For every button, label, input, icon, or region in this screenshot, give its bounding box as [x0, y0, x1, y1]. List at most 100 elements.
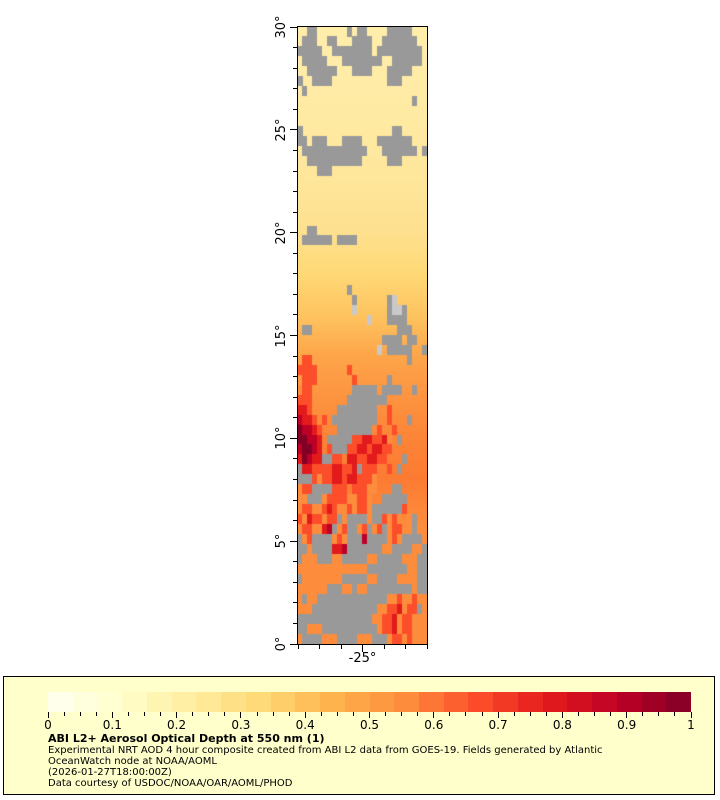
colorbar-tick	[369, 712, 370, 718]
colorbar-tick-label: 0.9	[617, 718, 637, 732]
y-axis-tick	[290, 643, 297, 645]
colorbar-tick	[626, 712, 628, 718]
colorbar-tick	[176, 712, 178, 718]
colorbar-segment	[221, 692, 246, 712]
colorbar-segment	[245, 692, 271, 712]
colorbar-segment	[344, 692, 370, 712]
colorbar-tick-labels: 0 0.1 0.2 0.3 0.4 0.5 0.6 0.7 0.8 0.9 1	[44, 718, 695, 732]
map-frame	[297, 26, 428, 645]
colorbar-segment	[171, 692, 197, 712]
colorbar-tick	[240, 712, 242, 718]
colorbar-tick	[674, 712, 676, 716]
colorbar-tick	[304, 712, 306, 718]
x-axis-tick	[426, 645, 428, 649]
x-axis-tick	[383, 645, 385, 649]
x-axis-tick	[405, 645, 406, 649]
legend-credit: Data courtesy of USDOC/NOAA/OAR/AOML/PHO…	[48, 778, 293, 789]
colorbar-segment	[517, 692, 543, 712]
colorbar-tick	[642, 712, 644, 716]
y-axis-tick-label: 15°	[274, 323, 289, 348]
colorbar-ticks	[47, 712, 692, 720]
colorbar-tick	[465, 712, 467, 716]
colorbar-segment	[592, 692, 617, 712]
colorbar-segment	[122, 692, 147, 712]
colorbar-tick	[513, 712, 515, 716]
y-axis-tick-label: 10°	[274, 426, 289, 450]
colorbar-tick	[111, 712, 113, 718]
y-axis-tick-label: 5°	[274, 533, 289, 549]
colorbar-segment	[369, 692, 395, 712]
x-axis-tick	[297, 645, 299, 649]
colorbar-tick	[272, 712, 274, 716]
colorbar-segment	[542, 692, 568, 712]
x-axis-tick	[319, 645, 320, 649]
legend-title: ABI L2+ Aerosol Optical Depth at 550 nm …	[48, 732, 325, 745]
colorbar-segment	[666, 692, 692, 712]
colorbar-segment	[320, 692, 345, 712]
colorbar-segment	[567, 692, 593, 712]
colorbar-tick-label: 0.6	[424, 718, 444, 732]
y-axis-tick	[290, 26, 297, 28]
colorbar-segment	[97, 692, 123, 712]
y-axis-tick-label: 0°	[274, 636, 289, 652]
colorbar-tick	[224, 712, 226, 716]
colorbar-tick	[401, 712, 403, 716]
colorbar-segment	[443, 692, 469, 712]
y-axis-tick-label: 25°	[274, 118, 289, 142]
y-axis-tick	[290, 232, 297, 234]
y-axis-tick-label: 20°	[274, 221, 289, 245]
colorbar-tick	[95, 712, 97, 716]
legend-description-line-2: OceanWatch node at NOAA/AOML	[48, 756, 217, 767]
colorbar-tick	[610, 712, 612, 716]
colorbar-tick	[288, 712, 290, 716]
x-axis-tick	[340, 645, 342, 649]
colorbar-tick	[385, 712, 387, 716]
colorbar-tick	[160, 712, 161, 716]
colorbar-tick	[256, 712, 258, 716]
colorbar-tick	[545, 712, 547, 716]
colorbar-segment	[493, 692, 518, 712]
colorbar-tick	[47, 712, 49, 718]
colorbar-tick-label: 0.4	[295, 718, 315, 732]
colorbar-tick	[336, 712, 338, 716]
aod-raster-map	[298, 27, 427, 644]
colorbar-segment	[468, 692, 494, 712]
colorbar-segment	[295, 692, 321, 712]
colorbar-segment	[196, 692, 222, 712]
colorbar-tick	[352, 712, 354, 716]
colorbar-tick	[192, 712, 194, 716]
legend-description-line-1: Experimental NRT AOD 4 hour composite cr…	[48, 745, 603, 756]
colorbar-segment	[616, 692, 642, 712]
colorbar-tick	[320, 712, 322, 716]
colorbar-segment	[419, 692, 444, 712]
colorbar-segment	[72, 692, 98, 712]
colorbar-tick-label: 0.5	[359, 718, 380, 732]
colorbar-tick	[578, 712, 579, 716]
legend-panel: 0 0.1 0.2 0.3 0.4 0.5 0.6 0.7 0.8 0.9 1 ABI L2+ Ae…	[3, 676, 715, 795]
x-axis-label: -25°	[348, 651, 377, 666]
colorbar-segment	[270, 692, 296, 712]
colorbar-segment	[48, 692, 73, 712]
colorbar-segment	[394, 692, 420, 712]
colorbar-tick-label: 0.1	[102, 718, 122, 732]
y-axis-tick	[290, 335, 297, 336]
colorbar-segment	[146, 692, 172, 712]
colorbar-tick-label: 0.3	[231, 718, 251, 732]
colorbar-tick-label: 0.2	[167, 718, 187, 732]
colorbar-tick	[594, 712, 595, 716]
colorbar-tick	[529, 712, 531, 716]
x-axis-label-row: -25°	[298, 651, 427, 667]
colorbar-tick	[561, 712, 563, 718]
legend-timestamp: (2026-01-27T18:00:00Z)	[48, 767, 172, 778]
y-axis-tick	[290, 129, 297, 131]
colorbar-tick	[481, 712, 483, 716]
colorbar-tick-label: 0.8	[552, 718, 572, 732]
colorbar	[48, 692, 692, 712]
colorbar-tick	[417, 712, 419, 716]
colorbar-tick	[63, 712, 65, 716]
colorbar-segment	[641, 692, 667, 712]
y-axis-tick	[290, 540, 297, 542]
colorbar-tick	[658, 712, 660, 716]
y-axis-tick-label: 30°	[274, 15, 289, 39]
